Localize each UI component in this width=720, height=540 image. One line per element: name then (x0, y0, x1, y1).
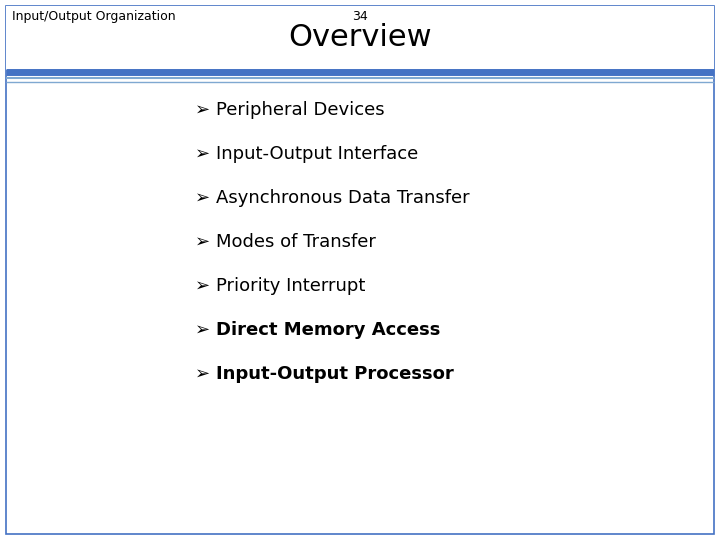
Text: ➢: ➢ (195, 145, 210, 163)
Text: Input-Output Processor: Input-Output Processor (216, 365, 454, 383)
Text: Overview: Overview (288, 24, 432, 52)
Text: Direct Memory Access: Direct Memory Access (216, 321, 441, 339)
Text: ➢: ➢ (195, 321, 210, 339)
Text: Peripheral Devices: Peripheral Devices (216, 101, 384, 119)
Text: ➢: ➢ (195, 277, 210, 295)
Bar (6, 6, 714, 70)
Text: 34: 34 (352, 10, 368, 23)
Text: ➢: ➢ (195, 101, 210, 119)
Text: Priority Interrupt: Priority Interrupt (216, 277, 365, 295)
Text: Input/Output Organization: Input/Output Organization (12, 10, 176, 23)
Text: ➢: ➢ (195, 233, 210, 251)
Text: Modes of Transfer: Modes of Transfer (216, 233, 376, 251)
Text: Asynchronous Data Transfer: Asynchronous Data Transfer (216, 189, 469, 207)
Text: ➢: ➢ (195, 365, 210, 383)
Text: ➢: ➢ (195, 189, 210, 207)
Text: Input-Output Interface: Input-Output Interface (216, 145, 418, 163)
